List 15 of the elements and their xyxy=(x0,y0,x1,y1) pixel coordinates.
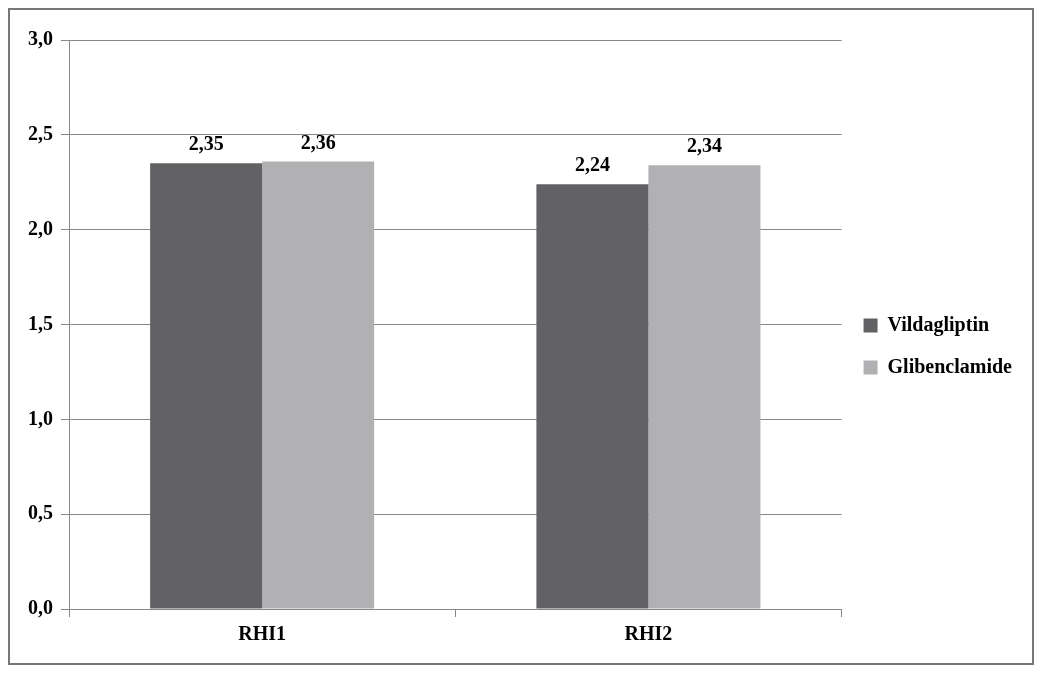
x-tick-label: RHI2 xyxy=(624,622,673,645)
data-label: 2,24 xyxy=(574,153,610,176)
legend-label: Vildagliptin xyxy=(887,312,990,336)
x-tick-label: RHI1 xyxy=(238,622,287,645)
y-tick-label: 1,5 xyxy=(28,311,53,334)
data-label: 2,36 xyxy=(300,130,336,153)
y-tick-label: 1,0 xyxy=(28,406,53,429)
y-tick-label: 2,0 xyxy=(28,216,53,239)
y-tick-label: 2,5 xyxy=(28,122,53,145)
y-tick-label: 0,5 xyxy=(28,501,53,524)
y-tick-label: 0,0 xyxy=(28,596,53,619)
data-label: 2,34 xyxy=(686,134,722,157)
y-tick-label: 3,0 xyxy=(28,27,53,50)
legend-label: Glibenclamide xyxy=(887,354,1013,377)
data-label: 2,35 xyxy=(188,132,224,155)
